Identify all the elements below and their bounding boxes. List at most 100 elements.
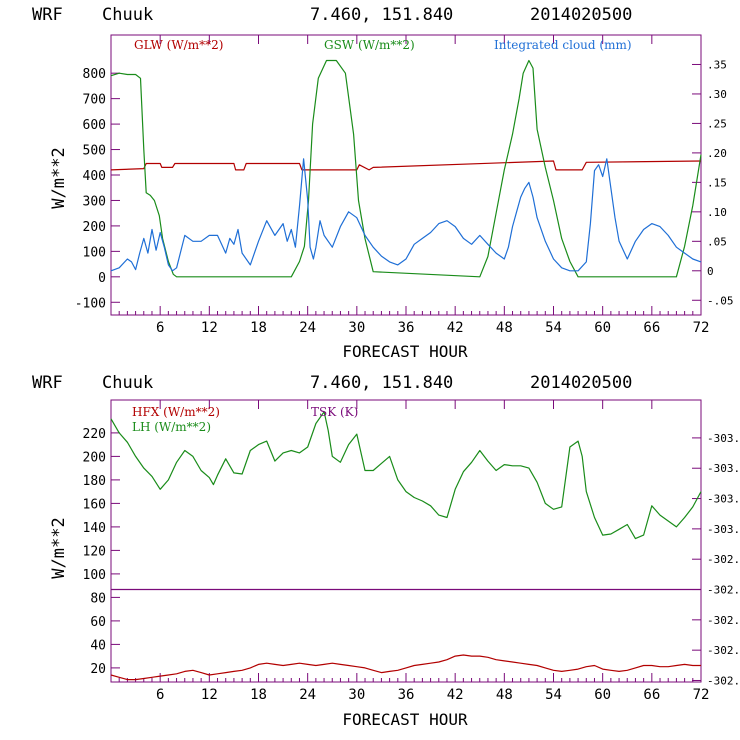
chart2-header-date: 2014020500 xyxy=(530,373,632,393)
chart2-x-tick-label: 36 xyxy=(398,687,415,703)
chart2-y-axis-label: W/m**2 xyxy=(49,517,69,578)
chart1-y-tick-label: 800 xyxy=(83,67,106,82)
chart1-header-station: Chuuk xyxy=(102,5,153,25)
chart1-y-tick-label: 500 xyxy=(83,144,106,159)
chart2-y2-tick-label: -303.6 xyxy=(707,432,740,445)
chart1-x-tick-label: 6 xyxy=(156,320,164,336)
chart1-tick-marks xyxy=(111,35,702,315)
chart2-y-tick-label: 200 xyxy=(83,450,106,465)
chart2-series-lines xyxy=(110,411,702,681)
chart2-x-tick-label: 24 xyxy=(299,687,316,703)
chart1-y-tick-label: 600 xyxy=(83,118,106,133)
chart2-x-tick-label: 66 xyxy=(643,687,660,703)
chart1-y2-tick-label: .10 xyxy=(707,206,727,219)
chart1-legend-gsw: GSW (W/m**2) xyxy=(324,38,415,52)
chart1-x-tick-label: 12 xyxy=(201,320,218,336)
chart2-y2-tick-labels: -302.0 -302.2 -302.4 -302.6 -302.8 -303.0 -303… xyxy=(707,432,740,688)
chart1-y-tick-label: 200 xyxy=(83,220,106,235)
chart2-x-tick-label: 60 xyxy=(594,687,611,703)
chart2-x-tick-label: 6 xyxy=(156,687,164,703)
chart1-series-lines xyxy=(110,59,702,278)
chart1-y-tick-label: -100 xyxy=(75,296,106,311)
chart2-y2-tick-label: -302.0 xyxy=(707,674,740,687)
chart1-x-tick-label: 24 xyxy=(299,320,316,336)
chart2-legend-hfx: HFX (W/m**2) xyxy=(132,405,220,419)
chart1-series-glw-line xyxy=(110,160,702,171)
chart1-y2-tick-labels: -.05 0 .05 .10 .15 .20 .25 .30 .35 xyxy=(707,58,734,307)
chart1-x-tick-labels: 6 12 18 24 30 36 42 48 54 60 66 72 xyxy=(156,320,709,336)
chart1-x-tick-label: 42 xyxy=(447,320,464,336)
chart1-y2-tick-label: .20 xyxy=(707,147,727,160)
chart2-y2-tick-label: -303.2 xyxy=(707,493,740,506)
chart2-tick-marks xyxy=(111,400,702,682)
chart1-y2-tick-label: .35 xyxy=(707,58,727,71)
chart2-y-tick-label: 60 xyxy=(90,615,106,630)
chart2-x-tick-label: 48 xyxy=(496,687,513,703)
chart2-x-axis-label: FORECAST HOUR xyxy=(342,710,468,729)
chart1-x-tick-label: 18 xyxy=(250,320,267,336)
chart1-series-cloud-line xyxy=(110,158,702,272)
chart1-y2-tick-label: .30 xyxy=(707,88,727,101)
chart1-series-gsw-line xyxy=(110,59,702,278)
chart1-x-tick-label: 30 xyxy=(348,320,365,336)
chart1-y-axis-label: W/m**2 xyxy=(49,147,69,208)
chart2-y-tick-label: 120 xyxy=(83,544,106,559)
chart2-header-coords: 7.460, 151.840 xyxy=(310,373,453,393)
chart2-x-tick-label: 54 xyxy=(545,687,562,703)
chart1-y2-tick-label: .15 xyxy=(707,176,727,189)
chart2-y-tick-label: 40 xyxy=(90,638,106,653)
chart-panel-heat-flux: WRF Chuuk 7.460, 151.840 2014020500 6 12 1… xyxy=(32,373,740,729)
chart1-legend-cloud: Integrated cloud (mm) xyxy=(494,38,632,52)
chart2-x-tick-label: 72 xyxy=(693,687,710,703)
chart2-x-tick-label: 12 xyxy=(201,687,218,703)
chart2-y2-tick-label: -302.2 xyxy=(707,644,740,657)
chart1-y-tick-label: 400 xyxy=(83,169,106,184)
chart2-header-station: Chuuk xyxy=(102,373,153,393)
chart1-y2-tick-label: .05 xyxy=(707,235,727,248)
chart1-y-tick-label: 700 xyxy=(83,93,106,108)
chart2-series-hfx-line xyxy=(110,654,701,681)
chart1-header-model: WRF xyxy=(32,5,63,25)
chart1-x-axis-label: FORECAST HOUR xyxy=(342,342,468,361)
chart1-x-tick-label: 72 xyxy=(693,320,710,336)
chart1-y2-tick-label: 0 xyxy=(707,265,714,278)
chart2-y2-tick-label: -302.8 xyxy=(707,553,740,566)
chart1-x-tick-label: 66 xyxy=(643,320,660,336)
chart1-legend-glw: GLW (W/m**2) xyxy=(134,38,223,52)
chart2-x-tick-label: 42 xyxy=(447,687,464,703)
chart2-y2-tick-label: -303.0 xyxy=(707,523,740,536)
chart1-x-tick-label: 60 xyxy=(594,320,611,336)
chart-panel-radiation: WRF Chuuk 7.460, 151.840 2014020500 6 12 1… xyxy=(32,5,734,361)
chart1-y-tick-label: 300 xyxy=(83,194,106,209)
chart1-header-coords: 7.460, 151.840 xyxy=(310,5,453,25)
chart1-y-tick-label: 0 xyxy=(98,271,106,286)
chart1-y-tick-labels: -100 0 100 200 300 400 500 600 700 800 xyxy=(75,67,106,311)
chart2-y2-tick-label: -302.6 xyxy=(707,584,740,597)
chart1-x-tick-label: 36 xyxy=(398,320,415,336)
chart2-x-tick-label: 18 xyxy=(250,687,267,703)
chart2-y-tick-label: 20 xyxy=(90,662,106,677)
chart2-y-tick-label: 140 xyxy=(83,521,106,536)
chart1-y-tick-label: 100 xyxy=(83,245,106,260)
chart2-x-tick-labels: 6 12 18 24 30 36 42 48 54 60 66 72 xyxy=(156,687,709,703)
chart2-y-tick-label: 180 xyxy=(83,474,106,489)
chart2-series-lh-line xyxy=(110,411,702,540)
chart1-x-tick-label: 54 xyxy=(545,320,562,336)
chart1-x-tick-label: 48 xyxy=(496,320,513,336)
chart1-y2-tick-label: .25 xyxy=(707,117,727,130)
chart2-legend-tsk: TSK (K) xyxy=(311,405,358,419)
chart2-plot-frame xyxy=(110,399,702,683)
chart2-y2-tick-label: -303.4 xyxy=(707,462,740,475)
chart2-y2-tick-label: -302.4 xyxy=(707,614,740,627)
chart2-x-tick-label: 30 xyxy=(348,687,365,703)
chart2-y-tick-label: 160 xyxy=(83,497,106,512)
chart2-header-model: WRF xyxy=(32,373,63,393)
chart2-legend-lh: LH (W/m**2) xyxy=(132,420,211,434)
chart2-y-tick-labels: 20 40 60 80 100 120 140 160 180 200 220 xyxy=(83,427,106,677)
chart2-y-tick-label: 80 xyxy=(90,591,106,606)
chart2-y-tick-label: 100 xyxy=(83,568,106,583)
chart1-header-date: 2014020500 xyxy=(530,5,632,25)
chart2-y-tick-label: 220 xyxy=(83,427,106,442)
chart1-y2-tick-label: -.05 xyxy=(707,294,734,307)
